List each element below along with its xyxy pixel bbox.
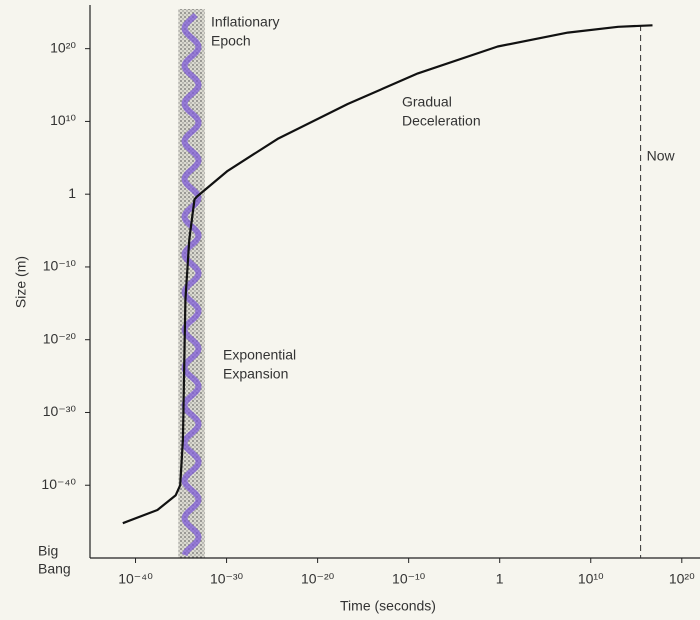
x-axis-label: Time (seconds) (340, 598, 436, 614)
y-tick-label: 10⁻²⁰ (43, 330, 77, 346)
annotation: Inflationary (211, 14, 279, 30)
x-tick-label: 1 (496, 571, 504, 587)
y-tick-label: 10²⁰ (50, 39, 76, 55)
origin-label: Big (38, 543, 58, 559)
x-tick-label: 10¹⁰ (578, 571, 604, 587)
annotation: Epoch (211, 33, 251, 49)
y-tick-label: 10⁻³⁰ (43, 403, 77, 419)
x-tick-label: 10⁻³⁰ (210, 571, 244, 587)
annotation: Deceleration (402, 113, 481, 129)
y-tick-label: 10¹⁰ (50, 112, 76, 128)
annotation: Exponential (223, 347, 296, 363)
squiggle (181, 12, 202, 557)
y-tick-label: 10⁻⁴⁰ (41, 476, 76, 492)
x-tick-label: 10⁻¹⁰ (392, 571, 426, 587)
origin-label: Bang (38, 561, 71, 577)
y-axis-label: Size (m) (13, 256, 29, 308)
x-tick-label: 10⁻²⁰ (301, 571, 335, 587)
annotation: Gradual (402, 94, 452, 110)
x-tick-label: 10²⁰ (669, 571, 695, 587)
curve (122, 24, 653, 525)
annotation: Expansion (223, 366, 288, 382)
x-tick-label: 10⁻⁴⁰ (118, 571, 153, 587)
y-tick-label: 10⁻¹⁰ (43, 258, 77, 274)
y-tick-label: 1 (68, 185, 76, 201)
now-label: Now (647, 148, 676, 164)
